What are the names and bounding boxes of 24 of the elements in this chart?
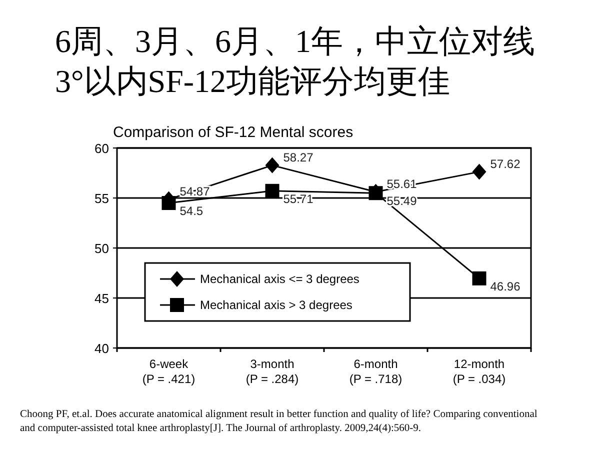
x-tick-label: 6-week (P = .421): [142, 357, 196, 386]
data-label: 57.62: [490, 156, 521, 171]
x-tick-label: 12-month (P = .034): [452, 357, 506, 386]
legend-label: Mechanical axis > 3 degrees: [200, 298, 352, 312]
data-label: 46.96: [490, 279, 521, 294]
chart-subtitle: Comparison of SF-12 Mental scores: [113, 124, 354, 141]
x-tick-label: 6-month (P = .718): [349, 357, 402, 386]
y-tick-label: 45: [94, 291, 109, 306]
point: [472, 164, 486, 180]
text: Choong PF, et.al. Does accurate anatomical alignment result in better function and quality of life? Comparing conventional and computer-assisted total knee arthroplasty[J]. The Journal of arthroplasty. 2009,24(4):560-9.: [20, 408, 538, 436]
point: [162, 196, 176, 210]
x-tick-label: 3-month (P = .284): [246, 357, 299, 386]
y-tick-label: 50: [94, 241, 109, 256]
legend-label: Mechanical axis <= 3 degrees: [200, 272, 360, 286]
point: [265, 157, 280, 174]
y-tick-label: 40: [94, 341, 109, 356]
data-label: 58.27: [283, 150, 314, 164]
y-tick-label: 60: [94, 141, 109, 156]
data-label: 54.5: [180, 204, 204, 218]
y-tick-label: 55: [94, 191, 109, 206]
point: [472, 271, 486, 286]
point: [368, 186, 383, 200]
chart-title: 6周、3月、6月、1年，中立位对线 3°以内SF-12功能评分均更佳: [55, 23, 535, 99]
point: [265, 184, 280, 198]
